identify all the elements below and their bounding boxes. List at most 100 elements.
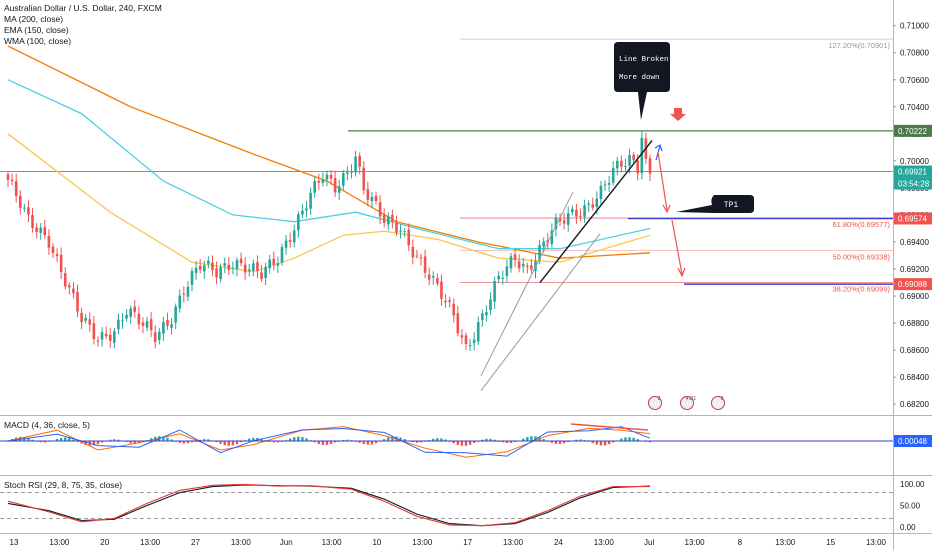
macd-histogram-bar — [444, 439, 447, 441]
wma100-line — [7, 133, 651, 273]
candle-body — [215, 268, 218, 278]
macd-histogram-bar — [170, 439, 173, 441]
time-tick-label: 13:00 — [503, 538, 524, 547]
blue-arrow-head — [654, 144, 663, 152]
candle-body — [162, 322, 165, 334]
candle-body — [436, 277, 439, 284]
candle-body — [317, 180, 321, 183]
candle-body — [579, 215, 582, 217]
stoch-legend[interactable]: Stoch RSI (29, 8, 75, 35, close) — [4, 480, 122, 491]
macd-histogram-bar — [513, 441, 517, 443]
macd-histogram-bar — [182, 441, 186, 444]
legend-ma200[interactable]: MA (200, close) — [4, 14, 64, 24]
macd-histogram-bar — [252, 437, 255, 441]
macd-histogram-bar — [411, 441, 415, 443]
price-tick-label: 0.70400 — [900, 103, 929, 112]
fib-label-fib_382: 38.20%(0.69099) — [832, 285, 890, 294]
macd-legend[interactable]: MACD (4, 36, close, 5) — [4, 420, 90, 431]
time-tick-label: 13:00 — [775, 538, 796, 547]
candle-body — [92, 323, 96, 340]
candle-body — [309, 192, 312, 209]
candle-body — [166, 320, 169, 326]
macd-histogram-bar — [579, 439, 582, 441]
candle-body — [464, 335, 468, 344]
price-tick-label: 0.68800 — [900, 319, 929, 328]
legend-ema150[interactable]: EMA (150, close) — [4, 25, 69, 35]
macd-histogram-bar — [370, 441, 374, 445]
candle-body — [395, 222, 398, 233]
candle-body — [284, 240, 288, 248]
macd-histogram-bar — [117, 439, 120, 441]
candle-body — [268, 259, 272, 269]
tp1-label: TP1 — [724, 201, 739, 210]
candle-body — [386, 216, 390, 225]
candle-body — [526, 265, 529, 267]
candle-body — [640, 137, 644, 174]
price-tick-label: 0.70000 — [900, 157, 929, 166]
macd-histogram-bar — [575, 439, 578, 441]
fib-label-fib_618: 61.80%(0.69577) — [832, 220, 890, 229]
candle-body — [611, 168, 615, 183]
candle-body — [460, 335, 464, 338]
macd-histogram-bar — [219, 441, 222, 444]
symbol-title[interactable]: Australian Dollar / U.S. Dollar, 240, FX… — [4, 3, 162, 13]
chart-legend: Australian Dollar / U.S. Dollar, 240, FX… — [4, 3, 162, 47]
candle-body — [333, 178, 337, 193]
macd-histogram-bar — [215, 441, 218, 443]
macd-histogram-bar — [624, 437, 627, 441]
price-badge-text-target2: 0.69088 — [898, 280, 927, 289]
candle-body — [247, 269, 251, 272]
macd-histogram-bar — [358, 441, 361, 443]
macd-histogram-bar — [31, 439, 34, 441]
macd-histogram-bar — [305, 438, 308, 441]
candle-body — [292, 230, 296, 243]
macd-histogram-bar — [383, 439, 386, 441]
macd-histogram-bar — [321, 441, 325, 445]
macd-histogram-bar — [72, 439, 75, 441]
macd-histogram-bar — [96, 441, 100, 445]
time-tick-label: Jun — [280, 538, 293, 547]
candle-body — [23, 207, 26, 209]
candle-body — [219, 267, 222, 280]
time-tick-label: Jul — [644, 538, 654, 547]
countdown-badge — [894, 177, 932, 190]
macd-histogram-bar — [526, 437, 529, 441]
macd-histogram-bar — [162, 436, 165, 441]
candle-body — [47, 235, 51, 248]
macd-histogram-bar — [231, 441, 235, 446]
candle-body — [472, 339, 476, 344]
candle-body — [14, 181, 18, 197]
candle-body — [149, 319, 153, 331]
candle-body — [252, 263, 255, 271]
macd-histogram-bar — [607, 441, 611, 445]
candle-body — [325, 174, 329, 180]
time-tick-label: 13:00 — [594, 538, 615, 547]
red-arrow-head-1 — [662, 204, 671, 214]
candle-body — [6, 174, 10, 180]
macd-histogram-bar — [55, 438, 59, 441]
time-tick-label: 24 — [554, 538, 563, 547]
tp1-callout — [676, 195, 754, 213]
price-badge-target2 — [894, 278, 932, 291]
macd-histogram-bar — [342, 439, 345, 441]
candle-body — [178, 295, 182, 309]
time-tick-label: 20 — [100, 538, 109, 547]
macd-histogram-bar — [329, 441, 333, 444]
candle-body — [227, 264, 231, 271]
macd-histogram-bar — [190, 441, 194, 443]
macd-histogram-bar — [227, 441, 231, 446]
legend-wma100[interactable]: WMA (100, close) — [4, 36, 72, 46]
candle-body — [59, 254, 63, 273]
candle-body — [554, 217, 558, 230]
stoch-tick-label: 0.00 — [900, 523, 916, 532]
macd-histogram-bar — [260, 438, 263, 441]
candle-body — [538, 244, 541, 260]
macd-histogram-bar — [530, 436, 533, 441]
candle-body — [153, 332, 157, 343]
candle-body — [231, 267, 235, 269]
candle-body — [346, 172, 349, 174]
candle-body — [18, 195, 22, 208]
price-tick-label: 0.69000 — [900, 292, 929, 301]
